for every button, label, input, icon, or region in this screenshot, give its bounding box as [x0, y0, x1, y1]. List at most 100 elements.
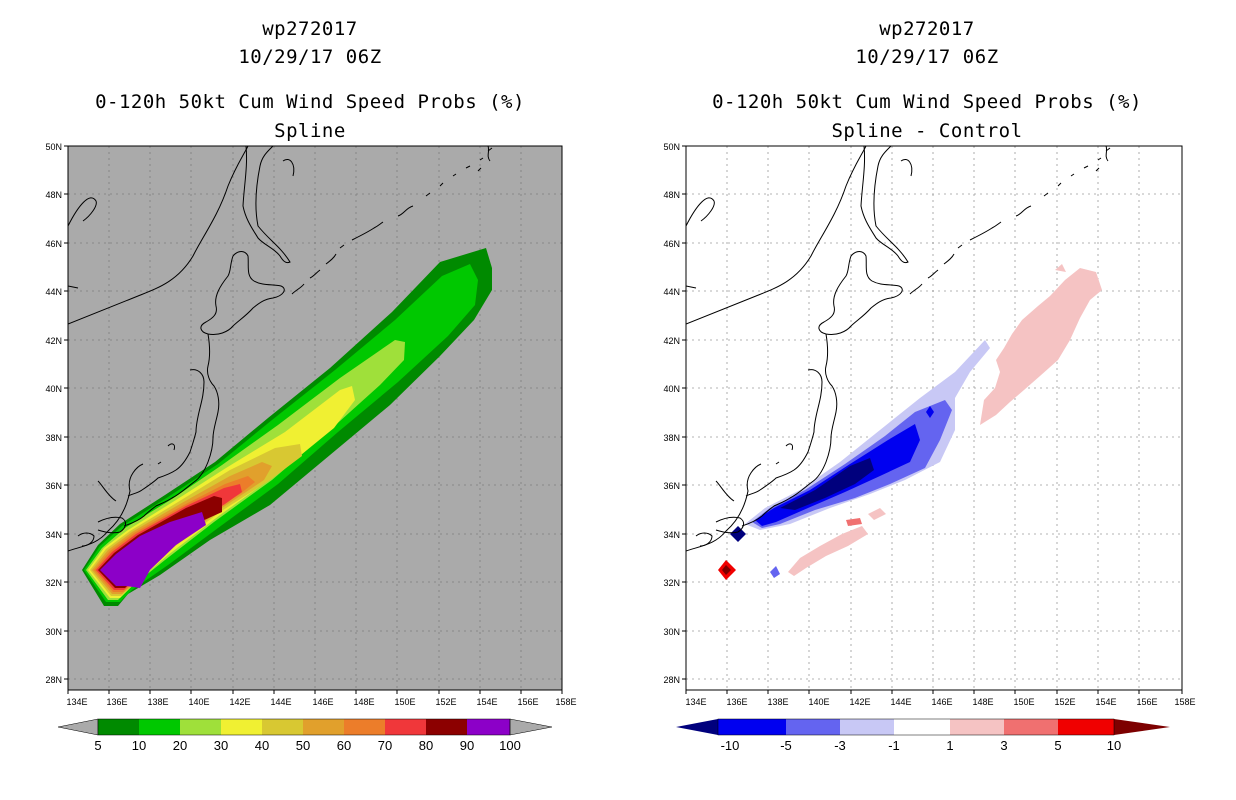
right-lon-label: 146E	[931, 697, 952, 707]
left-datetime: 10/29/17 06Z	[238, 46, 382, 68]
right-lat-label: 36N	[663, 481, 680, 491]
left-gridlines	[68, 146, 562, 690]
right-lat-label: 34N	[663, 530, 680, 540]
right-lon-label: 144E	[890, 697, 911, 707]
diff-band-plus1	[788, 526, 868, 576]
left-lon-label: 148E	[353, 697, 374, 707]
right-lat-label: 28N	[663, 675, 680, 685]
right-colorbar-label: -10	[721, 738, 740, 753]
right-colorbar-swatch	[718, 719, 786, 735]
diff-patch	[770, 566, 780, 578]
left-lat-label: 38N	[45, 433, 62, 443]
left-colorbar-label: 20	[173, 738, 187, 753]
left-colorbar-label: 100	[499, 738, 521, 753]
right-colorbar	[676, 718, 1170, 736]
left-colorbar-label: 60	[337, 738, 351, 753]
left-lat-label: 46N	[45, 239, 62, 249]
right-colorbar-over-arrow	[1114, 719, 1170, 735]
left-colorbar-swatch	[426, 719, 467, 735]
left-lat-label: 48N	[45, 190, 62, 200]
left-lat-label: 32N	[45, 578, 62, 588]
left-colorbar-swatch	[467, 719, 510, 735]
left-map-panel: 50N 48N 46N 44N 42N 40N 38N 36N 34N 32N …	[45, 142, 576, 753]
right-lat-label: 38N	[663, 433, 680, 443]
right-colorbar-label: -1	[888, 738, 900, 753]
right-lon-label: 148E	[972, 697, 993, 707]
left-lat-label: 50N	[45, 142, 62, 152]
right-lat-label: 44N	[663, 287, 680, 297]
left-lon-label: 154E	[476, 697, 497, 707]
left-lon-label: 136E	[106, 697, 127, 707]
prob-band-100	[100, 512, 206, 588]
right-colorbar-swatch	[1058, 719, 1114, 735]
right-lat-label: 40N	[663, 384, 680, 394]
diff-band-plus10	[722, 565, 731, 575]
left-lat-label: 42N	[45, 336, 62, 346]
left-colorbar-label: 10	[132, 738, 146, 753]
left-lon-label: 144E	[270, 697, 291, 707]
right-lon-label: 134E	[685, 697, 706, 707]
left-colorbar-swatch	[303, 719, 344, 735]
right-colorbar-swatch	[840, 719, 894, 735]
right-lon-label: 140E	[808, 697, 829, 707]
right-colorbar-label: 3	[1000, 738, 1007, 753]
left-lon-label: 138E	[147, 697, 168, 707]
left-colorbar-label: 80	[419, 738, 433, 753]
left-colorbar-swatch	[344, 719, 385, 735]
left-lon-label: 150E	[394, 697, 415, 707]
right-colorbar-under-arrow	[676, 719, 718, 735]
right-colorbar-label: 1	[946, 738, 953, 753]
right-colorbar-label: 5	[1054, 738, 1061, 753]
left-colorbar-swatch	[98, 719, 139, 735]
left-colorbar-swatch	[385, 719, 426, 735]
right-lon-label: 152E	[1054, 697, 1075, 707]
right-colorbar-swatch	[786, 719, 840, 735]
right-product-title: 0-120h 50kt Cum Wind Speed Probs (%)	[712, 91, 1142, 113]
right-lat-label: 32N	[663, 578, 680, 588]
right-colorbar-swatch	[950, 719, 1004, 735]
diff-patch	[730, 526, 746, 542]
right-colorbar-swatch	[1004, 719, 1058, 735]
left-lon-label: 156E	[517, 697, 538, 707]
right-lon-label: 154E	[1095, 697, 1116, 707]
diff-patch	[1055, 264, 1066, 272]
right-storm-id: wp272017	[879, 18, 975, 40]
left-lon-label: 134E	[66, 697, 87, 707]
left-product-title: 0-120h 50kt Cum Wind Speed Probs (%)	[95, 91, 525, 113]
right-colorbar-label: -3	[834, 738, 846, 753]
left-colorbar-label: 90	[460, 738, 474, 753]
right-lon-label: 138E	[767, 697, 788, 707]
diff-patch	[868, 508, 886, 520]
left-colorbar-label: 70	[378, 738, 392, 753]
left-storm-id: wp272017	[262, 18, 358, 40]
left-colorbar-label: 40	[255, 738, 269, 753]
left-lon-label: 158E	[555, 697, 576, 707]
right-lon-label: 142E	[849, 697, 870, 707]
right-lat-label: 50N	[663, 142, 680, 152]
right-map-panel: 50N 48N 46N 44N 42N 40N 38N 36N 34N 32N …	[663, 142, 1195, 753]
right-lon-label: 158E	[1174, 697, 1195, 707]
left-lat-label: 44N	[45, 287, 62, 297]
left-colorbar-swatch	[221, 719, 262, 735]
left-colorbar-over-arrow	[509, 718, 553, 736]
difference-field	[718, 264, 1102, 580]
left-colorbar	[57, 718, 553, 736]
right-lon-label: 156E	[1136, 697, 1157, 707]
left-lon-label: 152E	[435, 697, 456, 707]
right-lat-label: 48N	[663, 190, 680, 200]
right-colorbar-label: 10	[1107, 738, 1121, 753]
right-lon-label: 136E	[726, 697, 747, 707]
left-lat-label: 40N	[45, 384, 62, 394]
diff-patch	[926, 406, 934, 418]
left-lon-label: 140E	[188, 697, 209, 707]
left-colorbar-swatch	[180, 719, 221, 735]
left-subtitle: Spline	[274, 120, 346, 142]
diff-band-plus3	[846, 518, 862, 526]
diff-band-minus10	[780, 458, 874, 510]
left-lon-label: 142E	[229, 697, 250, 707]
diff-band-plus1	[980, 268, 1102, 425]
right-colorbar-swatch	[894, 719, 950, 735]
right-lat-label: 46N	[663, 239, 680, 249]
right-map-frame	[685, 145, 1183, 691]
left-colorbar-label: 5	[94, 738, 101, 753]
